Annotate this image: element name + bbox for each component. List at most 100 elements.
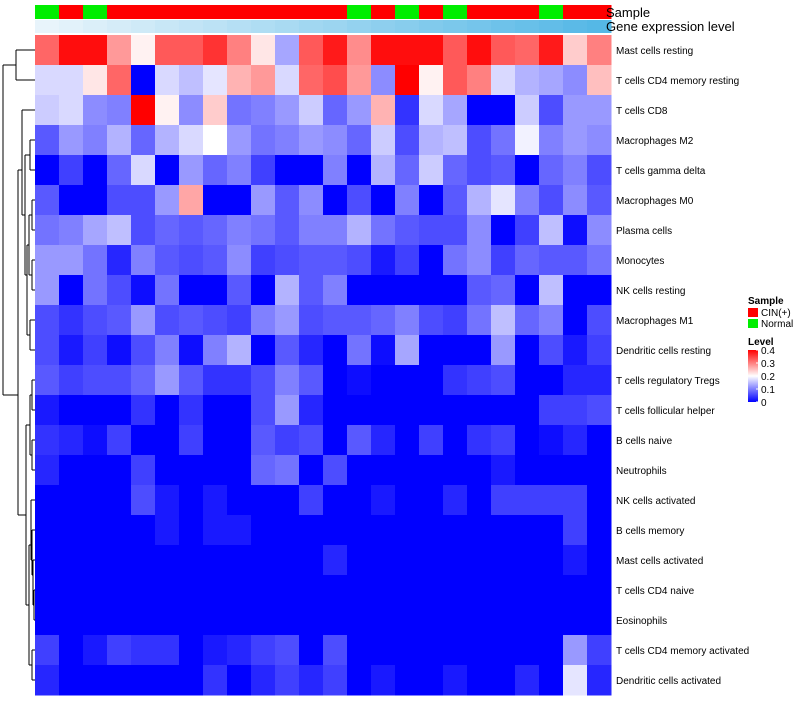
heatmap-cell (467, 65, 492, 96)
heatmap-cell (203, 395, 228, 426)
heatmap-cell (275, 395, 300, 426)
heatmap-cell (179, 35, 204, 66)
heatmap-cell (299, 95, 324, 126)
heatmap-cell (35, 665, 60, 696)
heatmap-cell (515, 245, 540, 276)
row-label: Mast cells resting (616, 46, 693, 57)
gene-expression-annotation-cell (395, 20, 420, 33)
heatmap-cell (491, 365, 516, 396)
heatmap-cell (491, 95, 516, 126)
heatmap-cell (227, 515, 252, 546)
heatmap-cell (299, 245, 324, 276)
heatmap-cell (107, 635, 132, 666)
heatmap-cell (59, 665, 84, 696)
heatmap-cell (467, 485, 492, 516)
heatmap-cell (251, 155, 276, 186)
heatmap-cell (107, 245, 132, 276)
heatmap-cell (203, 185, 228, 216)
row-label: T cells CD4 naive (616, 586, 695, 597)
heatmap-cell (419, 305, 444, 336)
sample-annotation-cell (275, 5, 300, 19)
heatmap-cell (59, 635, 84, 666)
heatmap-cell (155, 95, 180, 126)
heatmap-cell (59, 245, 84, 276)
row-label: T cells regulatory Tregs (616, 376, 720, 387)
heatmap-cell (491, 245, 516, 276)
heatmap-cell (515, 215, 540, 246)
heatmap-cell (587, 425, 612, 456)
heatmap-cell (155, 665, 180, 696)
heatmap-cell (491, 485, 516, 516)
sample-annotation-cell (347, 5, 372, 19)
gene-expression-annotation-cell (275, 20, 300, 33)
heatmap-cell (155, 575, 180, 606)
heatmap-cell (179, 605, 204, 636)
heatmap-cell (419, 635, 444, 666)
heatmap-cell (203, 515, 228, 546)
row-label: T cells CD4 memory resting (616, 76, 739, 87)
heatmap-cells (35, 35, 612, 696)
heatmap-cell (491, 155, 516, 186)
gene-expression-annotation-cell (371, 20, 396, 33)
heatmap-cell (155, 155, 180, 186)
heatmap-cell (419, 485, 444, 516)
heatmap-cell (323, 65, 348, 96)
heatmap-cell (299, 215, 324, 246)
heatmap-cell (587, 305, 612, 336)
gene-expression-annotation-cell (491, 20, 516, 33)
heatmap-cell (203, 125, 228, 156)
heatmap-cell (395, 335, 420, 366)
sample-annotation-cell (443, 5, 468, 19)
heatmap-cell (371, 95, 396, 126)
row-label: NK cells resting (616, 286, 685, 297)
heatmap-cell (515, 515, 540, 546)
gene-expression-annotation-cell (347, 20, 372, 33)
heatmap-cell (539, 545, 564, 576)
heatmap-cell (251, 665, 276, 696)
heatmap-cell (395, 245, 420, 276)
heatmap-cell (419, 245, 444, 276)
heatmap-cell (59, 605, 84, 636)
heatmap-cell (275, 95, 300, 126)
heatmap-cell (371, 185, 396, 216)
heatmap-cell (563, 635, 588, 666)
heatmap-cell (443, 245, 468, 276)
heatmap-cell (35, 335, 60, 366)
heatmap-cell (59, 95, 84, 126)
heatmap-cell (299, 305, 324, 336)
heatmap-cell (587, 185, 612, 216)
row-label: Macrophages M0 (616, 196, 694, 207)
heatmap-cell (179, 425, 204, 456)
heatmap-cell (347, 275, 372, 306)
heatmap-cell (155, 425, 180, 456)
heatmap-cell (59, 545, 84, 576)
heatmap-cell (59, 185, 84, 216)
heatmap-cell (443, 365, 468, 396)
heatmap-cell (299, 395, 324, 426)
heatmap-cell (347, 155, 372, 186)
heatmap-cell (587, 395, 612, 426)
heatmap-cell (539, 605, 564, 636)
heatmap-cell (443, 185, 468, 216)
sample-annotation-cell (35, 5, 60, 19)
heatmap-cell (299, 545, 324, 576)
heatmap-cell (467, 335, 492, 366)
heatmap-cell (59, 515, 84, 546)
heatmap-cell (179, 395, 204, 426)
heatmap-cell (371, 635, 396, 666)
legend-sample-title: Sample (748, 296, 784, 307)
heatmap-cell (251, 275, 276, 306)
sample-annotation-cell (83, 5, 108, 19)
dendrogram-branch (31, 379, 35, 411)
heatmap-cell (203, 575, 228, 606)
sample-annotation-cell (323, 5, 348, 19)
heatmap-cell (83, 395, 108, 426)
heatmap-cell (515, 635, 540, 666)
heatmap-cell (251, 545, 276, 576)
gene-expression-annotation-cell (131, 20, 156, 33)
gene-expression-annotation-cell (59, 20, 84, 33)
heatmap-cell (107, 515, 132, 546)
gene-expression-annotation-cell (251, 20, 276, 33)
heatmap-cell (563, 395, 588, 426)
heatmap-cell (587, 155, 612, 186)
